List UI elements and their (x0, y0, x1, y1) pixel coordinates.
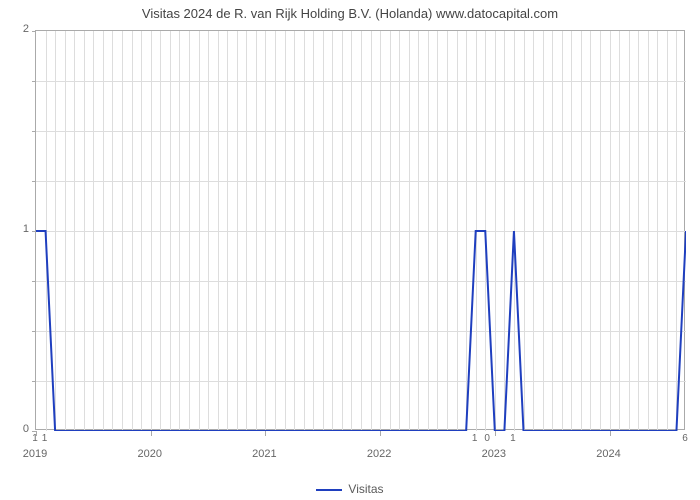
point-value-label: 1 (42, 433, 48, 444)
x-tick-label: 2021 (252, 448, 276, 460)
x-tick-label: 2020 (137, 448, 161, 460)
x-tick-mark (610, 431, 611, 436)
legend-swatch (316, 489, 342, 491)
point-value-label: 6 (682, 433, 688, 444)
y-tick-label: 2 (23, 23, 29, 35)
point-value-label: 1 (510, 433, 516, 444)
x-tick-label: 2024 (596, 448, 620, 460)
point-value-label: 0 (484, 433, 490, 444)
series-line (36, 31, 686, 431)
y-tick-label: 0 (23, 423, 29, 435)
x-tick-mark (151, 431, 152, 436)
x-tick-label: 2022 (367, 448, 391, 460)
chart-legend: Visitas (0, 482, 700, 496)
x-tick-mark (495, 431, 496, 436)
y-tick-label: 1 (23, 223, 29, 235)
x-tick-label: 2023 (482, 448, 506, 460)
x-tick-label: 2019 (23, 448, 47, 460)
x-tick-mark (380, 431, 381, 436)
plot-area (35, 30, 685, 430)
point-value-label: 1 (32, 433, 38, 444)
legend-label: Visitas (348, 482, 383, 496)
x-tick-mark (265, 431, 266, 436)
chart-title: Visitas 2024 de R. van Rijk Holding B.V.… (0, 0, 700, 26)
point-value-label: 1 (472, 433, 478, 444)
visits-chart: Visitas 2024 de R. van Rijk Holding B.V.… (0, 0, 700, 500)
